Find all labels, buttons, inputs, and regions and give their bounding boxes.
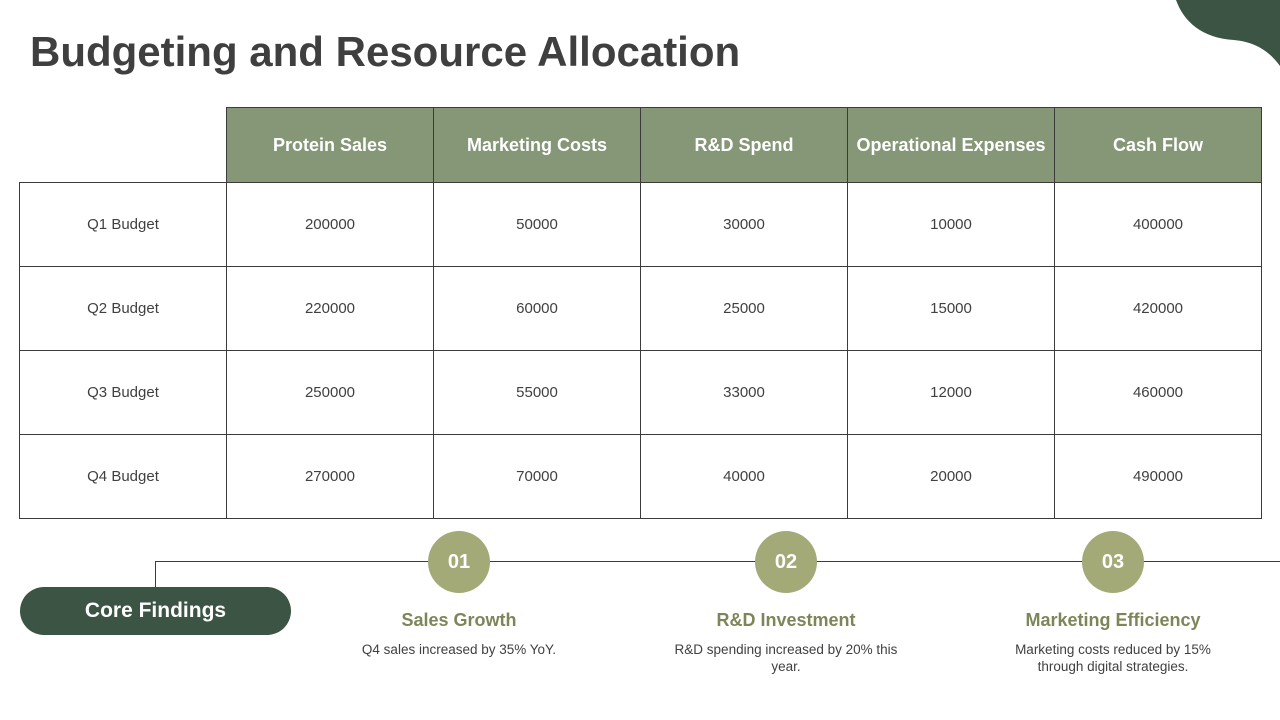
table-cell: 270000 [226,434,434,519]
finding-title: R&D Investment [716,610,856,630]
table-cell: 15000 [847,266,1055,351]
core-findings-label: Core Findings [84,599,227,622]
finding-description: Q4 sales increased by 35% YoY. [361,642,557,657]
finding-rd-investment: 02 R&D Investment R&D spending increased… [656,531,916,675]
finding-description: Marketing costs reduced by 15% through d… [1015,642,1211,674]
table-cell: 460000 [1054,350,1262,435]
table-cell: 12000 [847,350,1055,435]
table-cell: 250000 [226,350,434,435]
page-title: Budgeting and Resource Allocation [30,28,741,75]
finding-title: Marketing Efficiency [1025,610,1201,630]
table-row: Q1 Budget 200000 50000 30000 10000 40000… [19,182,1262,267]
table-cell: 420000 [1054,266,1262,351]
row-label: Q3 Budget [19,350,227,435]
table-cell: 10000 [847,182,1055,267]
table-cell: 200000 [226,182,434,267]
table-cell: 60000 [433,266,641,351]
column-header: R&D Spend [640,107,848,183]
finding-title: Sales Growth [401,610,517,630]
table-cell: 70000 [433,434,641,519]
timeline-line [155,561,1280,562]
table-row: Q2 Budget 220000 60000 25000 15000 42000… [19,266,1262,351]
finding-sales-growth: 01 Sales Growth Q4 sales increased by 35… [329,531,589,658]
finding-marketing-efficiency: 03 Marketing Efficiency Marketing costs … [983,531,1243,675]
finding-number-badge: 01 [428,531,490,593]
finding-number-badge: 02 [755,531,817,593]
column-header: Cash Flow [1054,107,1262,183]
row-label: Q2 Budget [19,266,227,351]
column-header: Marketing Costs [433,107,641,183]
table-row: Q3 Budget 250000 55000 33000 12000 46000… [19,350,1262,435]
timeline-connector [155,561,156,588]
corner-decoration [1176,0,1280,66]
finding-description: R&D spending increased by 20% this year. [674,642,898,674]
table-cell: 55000 [433,350,641,435]
table-corner-cell [19,107,227,183]
budget-table: Protein Sales Marketing Costs R&D Spend … [19,107,1262,519]
table-row: Q4 Budget 270000 70000 40000 20000 49000… [19,434,1262,519]
table-cell: 50000 [433,182,641,267]
row-label: Q1 Budget [19,182,227,267]
table-cell: 220000 [226,266,434,351]
table-cell: 400000 [1054,182,1262,267]
table-cell: 40000 [640,434,848,519]
table-cell: 33000 [640,350,848,435]
table-header-row: Protein Sales Marketing Costs R&D Spend … [19,107,1262,183]
table-cell: 490000 [1054,434,1262,519]
table-cell: 25000 [640,266,848,351]
finding-number-badge: 03 [1082,531,1144,593]
table-cell: 30000 [640,182,848,267]
table-cell: 20000 [847,434,1055,519]
column-header: Operational Expenses [847,107,1055,183]
core-findings-pill: Core Findings [20,587,291,635]
column-header: Protein Sales [226,107,434,183]
row-label: Q4 Budget [19,434,227,519]
